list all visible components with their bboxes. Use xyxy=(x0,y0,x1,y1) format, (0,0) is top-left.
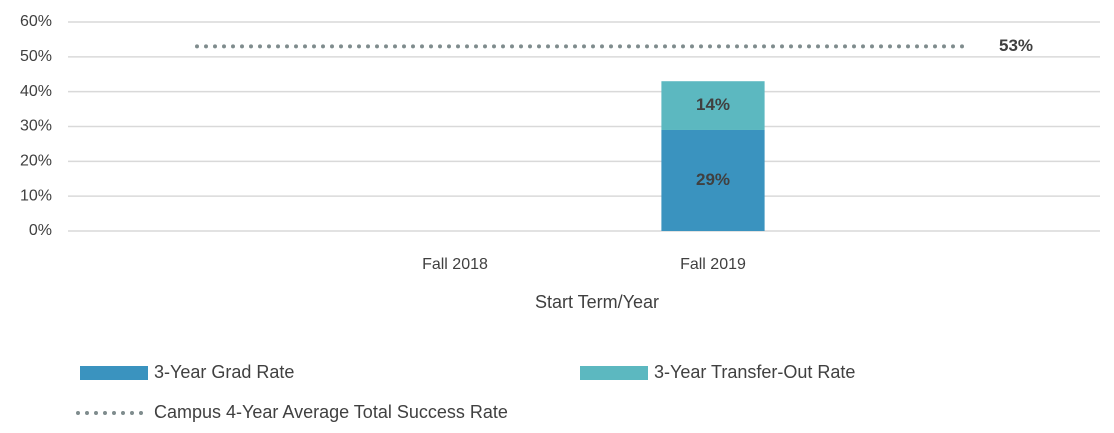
x-tick-label: Fall 2019 xyxy=(680,256,746,273)
y-tick-label: 40% xyxy=(20,83,52,100)
y-tick-label: 50% xyxy=(20,48,52,65)
data-label: 53% xyxy=(999,36,1033,55)
legend-swatch xyxy=(80,366,148,380)
legend-swatch xyxy=(580,366,648,380)
y-tick-label: 30% xyxy=(20,118,52,135)
y-tick-label: 0% xyxy=(29,222,52,239)
legend-label: 3-Year Transfer-Out Rate xyxy=(654,362,855,382)
data-label: 14% xyxy=(696,95,730,114)
legend-label: Campus 4-Year Average Total Success Rate xyxy=(154,402,508,422)
bar-segment xyxy=(661,81,765,130)
data-label: 29% xyxy=(696,170,730,189)
x-axis-title: Start Term/Year xyxy=(535,292,659,312)
legend-label: 3-Year Grad Rate xyxy=(154,362,294,382)
bar-segment xyxy=(661,129,765,231)
y-tick-label: 10% xyxy=(20,187,52,204)
x-tick-label: Fall 2018 xyxy=(422,256,488,273)
y-tick-label: 20% xyxy=(20,153,52,170)
y-tick-label: 60% xyxy=(20,13,52,30)
